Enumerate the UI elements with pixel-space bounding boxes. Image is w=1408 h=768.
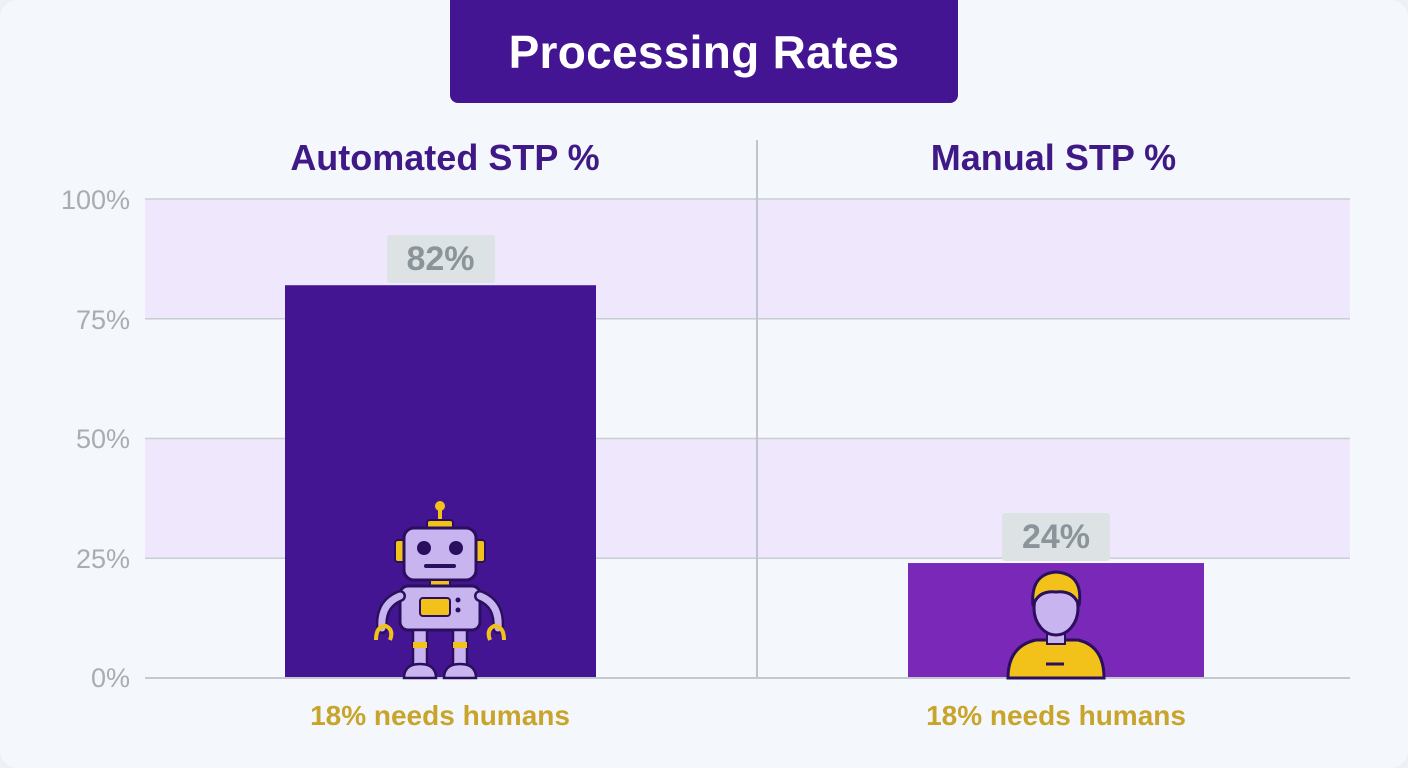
robot-eye-left xyxy=(417,541,431,555)
robot-foot-right xyxy=(442,662,478,680)
automated-value-label: 82% xyxy=(386,235,495,284)
robot-eye-right xyxy=(449,541,463,555)
manual-value-label: 24% xyxy=(1002,513,1110,562)
manual-caption: 18% needs humans xyxy=(926,700,1186,731)
y-tick-label: 100% xyxy=(60,185,130,215)
title-banner: Processing Rates xyxy=(450,0,958,103)
y-tick-label: 0% xyxy=(90,663,130,693)
robot-knee-left xyxy=(413,642,427,648)
manual-panel-title: Manual STP % xyxy=(930,137,1177,178)
chart-title: Processing Rates xyxy=(508,25,900,78)
robot-icon xyxy=(374,501,506,680)
robot-chest-panel xyxy=(419,597,451,617)
robot-hand-right xyxy=(486,623,506,641)
person-icon xyxy=(1006,570,1106,680)
y-tick-label: 25% xyxy=(75,544,130,574)
robot-light xyxy=(455,607,461,613)
robot-knee-right xyxy=(453,642,467,648)
person-shoulders xyxy=(1006,638,1106,680)
robot-arm-right xyxy=(476,592,502,632)
robot-hand-left xyxy=(374,623,394,641)
robot-head xyxy=(402,526,478,582)
automated-panel-title: Automated STP % xyxy=(290,137,600,178)
y-tick-label: 50% xyxy=(75,424,130,454)
person-hair xyxy=(1031,570,1082,607)
robot-light xyxy=(455,597,461,603)
robot-antenna-tip xyxy=(435,501,445,511)
robot-foot-left xyxy=(402,662,438,680)
robot-arm-left xyxy=(378,592,404,632)
automated-caption: 18% needs humans xyxy=(310,700,570,731)
y-tick-label: 75% xyxy=(75,305,130,335)
